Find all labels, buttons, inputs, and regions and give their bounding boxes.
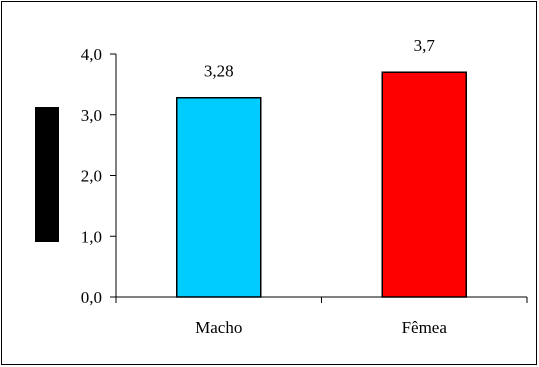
data-labels: 3,28 3,7 (204, 36, 436, 81)
y-tick-label: 0,0 (81, 288, 102, 307)
bars (176, 71, 467, 298)
y-tick-label: 4,0 (81, 45, 102, 64)
bar-femea (381, 71, 467, 298)
y-tick-label: 1,0 (81, 227, 102, 246)
category-label-femea: Fêmea (402, 318, 448, 337)
x-ticks (115, 297, 528, 303)
y-tick-label: 3,0 (81, 106, 102, 125)
bar-macho (176, 96, 262, 298)
data-label-macho: 3,28 (204, 62, 234, 81)
data-label-femea: 3,7 (414, 36, 436, 55)
category-label-macho: Macho (195, 318, 242, 337)
y-ticks: 0,0 1,0 2,0 3,0 4,0 (81, 45, 116, 307)
y-axis-label-block (35, 107, 59, 242)
category-labels: Macho Fêmea (195, 318, 447, 337)
y-tick-label: 2,0 (81, 167, 102, 186)
